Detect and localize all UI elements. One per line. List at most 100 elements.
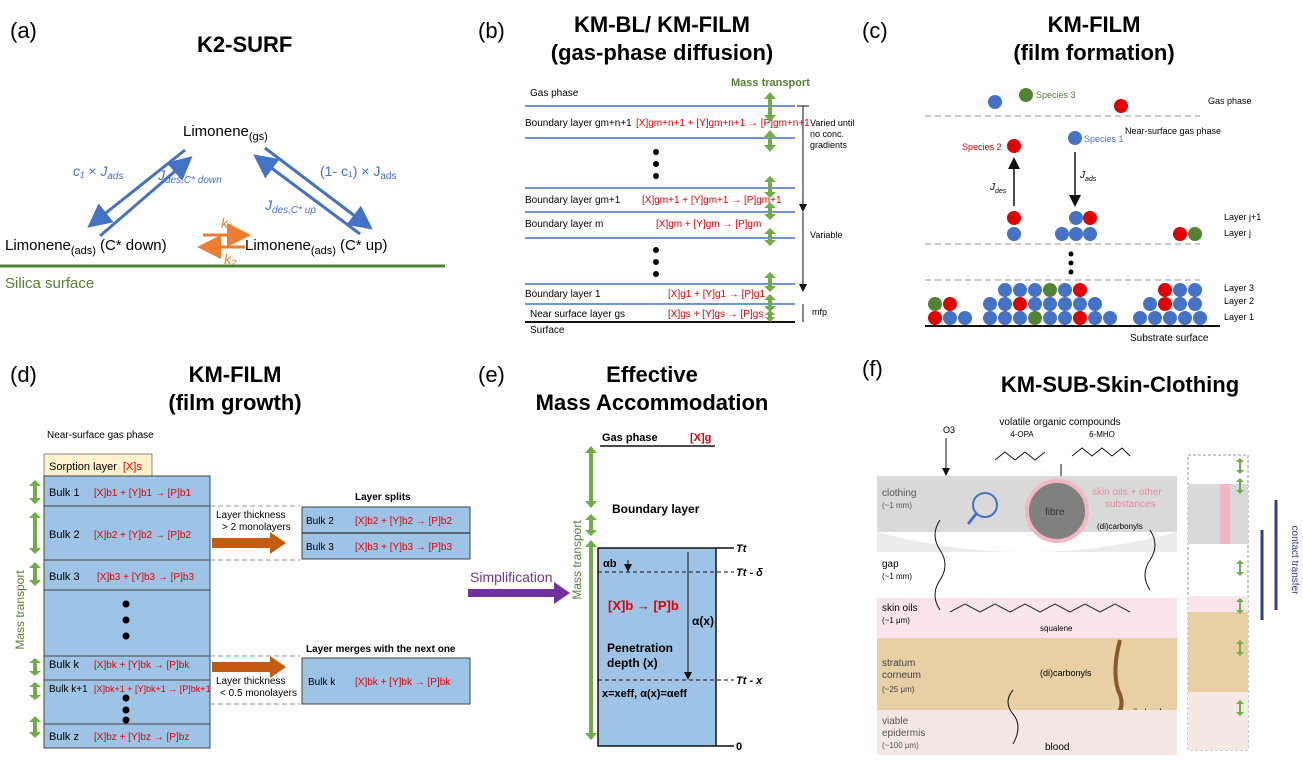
panel-a-title: K2-SURF	[197, 32, 292, 57]
opa-label: 4-OPA	[1010, 430, 1034, 439]
panel-b-title2: (gas-phase diffusion)	[551, 40, 773, 65]
layer-j-molecules	[1007, 211, 1202, 241]
rxn-gm1: [X]gm+1 + [Y]gm+1 → [P]gm+1	[642, 195, 782, 206]
opa-structure	[994, 451, 1046, 461]
rxn-bz: [X]bz + [Y]bz → [P]bz	[94, 732, 189, 743]
near-surface-label: Near surface layer gs	[530, 309, 625, 320]
film-molecule	[1158, 297, 1172, 311]
viable-label: viable	[882, 716, 909, 727]
film-molecule	[1133, 311, 1147, 325]
panel-d-title1: KM-FILM	[189, 362, 282, 387]
panel-f-title: KM-SUB-Skin-Clothing	[1001, 372, 1239, 397]
silica-surface-label: Silica surface	[5, 275, 94, 292]
skin-oils-other: skin oils + other	[1092, 487, 1162, 498]
zero-label: 0	[736, 741, 742, 753]
dot	[122, 694, 130, 702]
panel-b-title1: KM-BL/ KM-FILM	[574, 12, 750, 37]
panel-a-label: (a)	[10, 18, 37, 43]
film-molecule	[1073, 283, 1087, 297]
layer2-label: Layer 2	[1224, 296, 1254, 306]
dot	[122, 616, 130, 624]
skin-oils-band	[877, 598, 1177, 638]
species-circle	[988, 95, 1002, 109]
film-molecule	[1028, 297, 1042, 311]
gap-size: (~1 mm)	[882, 572, 912, 581]
rxn-b3: [X]b3 + [Y]b3 → [P]b3	[97, 572, 194, 583]
film-molecule	[1073, 311, 1087, 325]
stratum-size: (~25 μm)	[882, 685, 915, 694]
bulkk: Bulk k	[49, 659, 79, 671]
species3-label: Species 3	[1036, 90, 1076, 100]
dicarbonyls-2: (di)carbonyls	[1040, 668, 1092, 678]
k1-label: k₁	[221, 215, 233, 231]
arrow-des-up	[253, 154, 361, 236]
film-molecule	[958, 311, 972, 325]
mho-structure	[1071, 447, 1131, 457]
film-molecule	[1188, 297, 1202, 311]
green-arrows-d	[29, 480, 41, 738]
xg-label: [X]g	[690, 432, 711, 444]
arrow-ads-right	[264, 146, 373, 230]
film-molecule	[1163, 311, 1177, 325]
film-molecule	[928, 297, 942, 311]
tt-label: Tt	[736, 543, 748, 555]
green-arrows-f	[1236, 458, 1244, 716]
cstar-down-label: (C* down)	[100, 237, 167, 254]
layer-j1-label: Layer j+1	[1224, 212, 1261, 222]
bl-gm1-label: Boundary layer gm+1	[525, 195, 621, 206]
panel-e: (e) Effective Mass Accommodation Gas pha…	[468, 362, 768, 753]
rxn-1: [X]g1 + [Y]g1 → [P]g1	[668, 289, 765, 300]
bulk2: Bulk 2	[49, 529, 80, 541]
c1-jads-sub: ads	[107, 171, 123, 182]
limonene-ads-right-sub: (ads)	[311, 245, 336, 257]
cstar-up-label: (C* up)	[340, 237, 388, 254]
mho-label: 6-MHO	[1089, 430, 1115, 439]
clothing-label: clothing	[882, 488, 916, 499]
gap-label: gap	[882, 559, 899, 570]
film-molecule	[1013, 283, 1027, 297]
depth-label: depth (x)	[607, 656, 658, 670]
one-minus-c1-label: (1- c₁) × J	[320, 163, 380, 179]
merges-label: Layer merges with the next one	[306, 644, 456, 655]
jdes-c-label: J	[989, 182, 996, 193]
boundary-layer-e: Boundary layer	[612, 502, 700, 516]
squalene-structure	[949, 603, 1131, 613]
film-molecule	[1013, 297, 1027, 311]
stratum-label: stratum	[882, 658, 915, 669]
film-molecule	[1073, 297, 1087, 311]
film-molecule	[1178, 311, 1192, 325]
mass-transport-d: Mass transport	[13, 570, 27, 650]
thickness-2b: < 0.5 monolayers	[220, 688, 297, 699]
panel-b-label: (b)	[478, 18, 505, 43]
jads-c-sub: ads	[1085, 176, 1097, 183]
rxn-top: [X]gm+n+1 + [Y]gm+n+1 → [P]gm+n+1	[636, 118, 810, 129]
bl-top-label: Boundary layer gm+n+1	[525, 118, 632, 129]
one-minus-c1-sub: ads	[380, 171, 396, 182]
contact-transfer-label: contact transfer	[1289, 526, 1300, 596]
skin-oils-label: skin oils	[882, 603, 918, 614]
layer3-label: Layer 3	[1224, 283, 1254, 293]
simplification-label: Simplification	[470, 569, 552, 585]
film-molecule	[1103, 311, 1117, 325]
film-molecule	[1143, 297, 1157, 311]
rxn-gs: [X]gs + [Y]gs → [P]gs	[668, 309, 763, 320]
panel-f: (f) KM-SUB-Skin-Clothing volatile organi…	[862, 356, 1300, 755]
sorption-x: [X]s	[123, 461, 142, 473]
rxn-b1: [X]b1 + [Y]b1 → [P]b1	[94, 488, 191, 499]
gas-phase-e: Gas phase	[602, 432, 658, 444]
blood-label: blood	[1045, 742, 1069, 753]
species-circle	[1019, 88, 1033, 102]
bl-m-label: Boundary layer m	[525, 219, 603, 230]
film-molecule	[1058, 283, 1072, 297]
film-molecule	[1173, 283, 1187, 297]
mfp-label: mfp	[812, 307, 827, 317]
bulk-box-e	[597, 547, 717, 747]
film-molecule	[1088, 297, 1102, 311]
svg-text:Limonene(ads)(C* down): Limonene(ads) (C* down)	[5, 237, 167, 257]
svg-text:Sorption layer[X]s: Sorption layer [X]s	[49, 461, 142, 473]
layer1-label: Layer 1	[1224, 312, 1254, 322]
svg-text:Limonene(gs): Limonene(gs)	[183, 123, 268, 143]
svg-text:Jdes,C* up: Jdes,C* up	[264, 197, 316, 216]
green-arrows-e	[585, 446, 597, 740]
panel-e-title1: Effective	[606, 362, 698, 387]
